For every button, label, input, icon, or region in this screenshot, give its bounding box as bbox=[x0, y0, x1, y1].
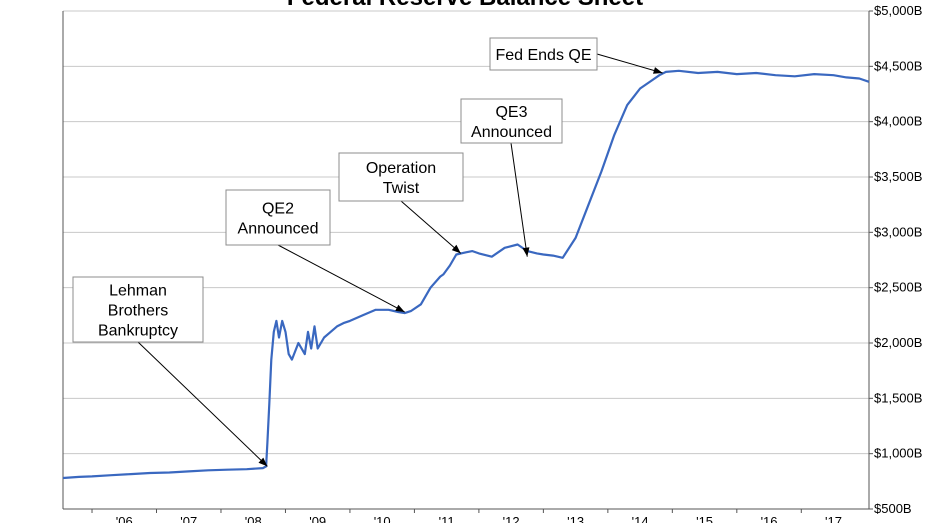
annotation-label: Fed Ends QE bbox=[495, 47, 591, 64]
annotation-leader-line bbox=[596, 53, 663, 74]
x-tick-label: '16 bbox=[761, 514, 778, 523]
annotation-label: Twist bbox=[383, 180, 420, 197]
y-tick-label: $3,500B bbox=[874, 169, 922, 184]
series-layer bbox=[62, 69, 870, 480]
annotation-box bbox=[225, 189, 331, 246]
annotation-arrowhead bbox=[522, 247, 530, 257]
y-tick-label: $5,000B bbox=[874, 3, 922, 18]
x-tick-label: '10 bbox=[374, 514, 391, 523]
annotation-label: QE2 bbox=[262, 201, 294, 218]
annotation-label: Bankruptcy bbox=[98, 323, 178, 340]
series-line bbox=[62, 69, 870, 480]
y-tick-label: $2,000B bbox=[874, 335, 922, 350]
x-tick-label: '06 bbox=[116, 514, 133, 523]
x-tick-label: '11 bbox=[439, 514, 455, 523]
x-tick-label: '15 bbox=[696, 514, 713, 523]
y-tick-label: $1,000B bbox=[874, 446, 922, 461]
annotation-label: Announced bbox=[238, 221, 319, 238]
y-tick-label: $4,500B bbox=[874, 58, 922, 73]
chart-title: Federal Reserve Balance Sheet bbox=[287, 0, 643, 11]
annotation-label: Operation bbox=[366, 160, 436, 177]
annotation-label: QE3 bbox=[495, 104, 527, 121]
x-tick-label: '09 bbox=[309, 514, 326, 523]
annotation-arrowhead bbox=[395, 304, 405, 312]
annotation-label: Announced bbox=[471, 124, 552, 141]
x-tick-label: '14 bbox=[632, 514, 649, 523]
annotation-label: Lehman bbox=[109, 283, 167, 300]
annotation-leader-line bbox=[400, 200, 462, 254]
y-axis-ticks: $500B $1,000B $1,500B $2,000B $2,500B $3,000B… bbox=[874, 3, 922, 516]
y-tick-label: $4,000B bbox=[874, 114, 922, 129]
x-tick-label: '17 bbox=[825, 514, 842, 523]
annotation-label: Brothers bbox=[108, 303, 168, 320]
annotation-box bbox=[338, 152, 464, 202]
x-axis-ticks: '06 '07 '08 '09 '10 '11 '12 '13 '14 '15 '16 '17 bbox=[116, 514, 842, 523]
annotations: Lehman Brothers Bankruptcy QE2 Announced Oper… bbox=[72, 37, 663, 467]
annotation-box bbox=[460, 98, 563, 144]
annotation-leader-line bbox=[510, 142, 528, 257]
y-tick-label: $2,500B bbox=[874, 280, 922, 295]
annotation-arrowhead bbox=[258, 457, 268, 467]
axes bbox=[62, 10, 873, 513]
x-tick-label: '08 bbox=[245, 514, 262, 523]
annotation-box bbox=[489, 37, 598, 71]
y-tick-label: $1,500B bbox=[874, 390, 922, 405]
x-tick-label: '07 bbox=[180, 514, 197, 523]
y-tick-label: $500B bbox=[874, 501, 912, 516]
annotation-arrowhead bbox=[451, 244, 461, 254]
annotation-box bbox=[72, 276, 204, 343]
x-tick-label: '13 bbox=[567, 514, 584, 523]
x-tick-label: '12 bbox=[503, 514, 520, 523]
annotation-arrowhead bbox=[653, 67, 663, 74]
annotation-leader-line bbox=[137, 341, 268, 467]
annotation-leader-line bbox=[277, 244, 405, 313]
y-tick-label: $3,000B bbox=[874, 224, 922, 239]
